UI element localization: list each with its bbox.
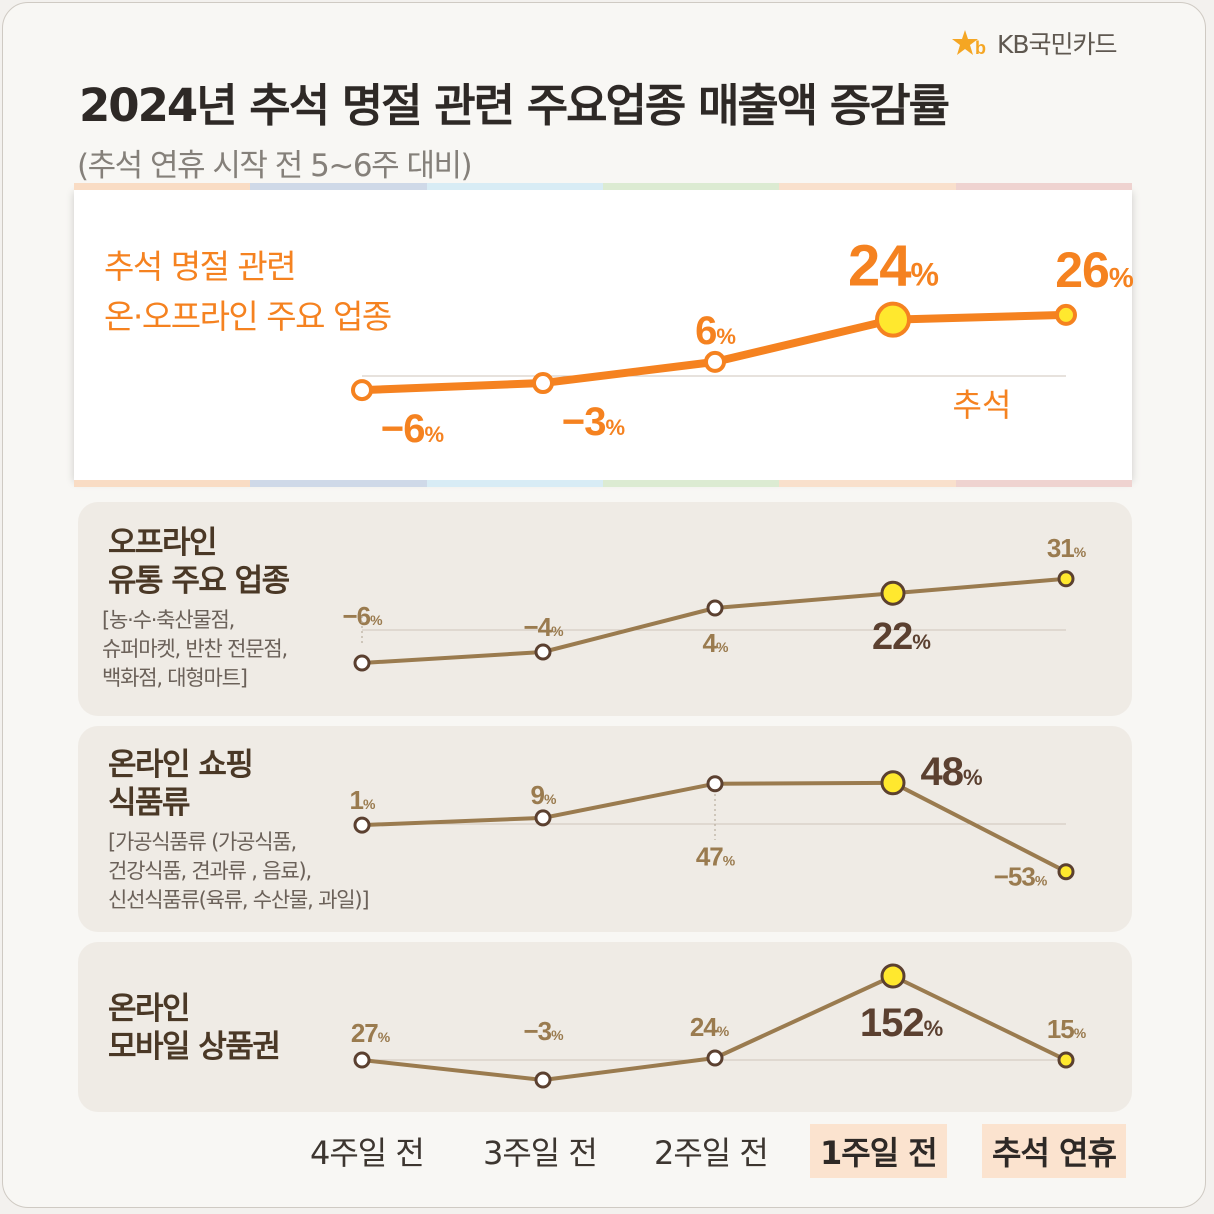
panel-offline-title-line1: 오프라인 <box>108 525 218 561</box>
x-label-holiday: 추석 연휴 <box>982 1124 1126 1178</box>
panel-online-food: 온라인 쇼핑 식품류 [가공식품류 (가공식품, 건강식품, 견과류 , 음료)… <box>78 726 1132 932</box>
panel-food-title: 온라인 쇼핑 식품류 <box>108 746 254 822</box>
x-label-week4: 4주일 전 <box>310 1134 425 1172</box>
page-title: 2024년 추석 명절 관련 주요업종 매출액 증감률 <box>79 79 950 132</box>
x-label-week2: 2주일 전 <box>654 1134 769 1172</box>
star-icon: b <box>952 30 986 58</box>
panel-offline-desc-line1: [농·수·축산물점, <box>102 608 235 632</box>
panel-food-desc-line3: 신선식품류(육류, 수산물, 과일)] <box>108 888 370 912</box>
panel-offline: 오프라인 유통 주요 업종 [농·수·축산물점, 슈퍼마켓, 반찬 전문점, 백… <box>78 502 1132 716</box>
panel-offline-title: 오프라인 유통 주요 업종 <box>108 524 290 600</box>
panel-food-desc-line2: 건강식품, 견과류 , 음료), <box>108 859 312 883</box>
panel-offline-desc-line3: 백화점, 대형마트] <box>102 666 248 690</box>
panel-mobile-title-line1: 온라인 <box>108 991 191 1027</box>
panel-food-desc-line1: [가공식품류 (가공식품, <box>108 830 297 854</box>
panel-overall-title: 추석 명절 관련 온·오프라인 주요 업종 <box>104 242 392 342</box>
panel-mobile-title: 온라인 모바일 상품권 <box>108 990 281 1066</box>
color-strip-bottom <box>74 480 1132 487</box>
brand-name: KB국민카드 <box>997 30 1118 59</box>
panel-mobile-voucher: 온라인 모바일 상품권 <box>78 942 1132 1112</box>
panel-overall-title-line1: 추석 명절 관련 <box>104 247 297 286</box>
x-label-week1: 1주일 전 <box>810 1124 947 1178</box>
page-subtitle: (추석 연휴 시작 전 5~6주 대비) <box>77 148 473 184</box>
panel-food-desc: [가공식품류 (가공식품, 건강식품, 견과류 , 음료), 신선식품류(육류,… <box>108 828 370 915</box>
color-strip-top <box>74 183 1132 190</box>
panel-offline-desc: [농·수·축산물점, 슈퍼마켓, 반찬 전문점, 백화점, 대형마트] <box>102 606 288 693</box>
panel-food-title-line2: 식품류 <box>108 785 191 821</box>
svg-text:b: b <box>975 38 986 58</box>
panel-offline-desc-line2: 슈퍼마켓, 반찬 전문점, <box>102 637 288 661</box>
panel-offline-title-line2: 유통 주요 업종 <box>108 563 290 599</box>
panel-mobile-title-line2: 모바일 상품권 <box>108 1029 281 1065</box>
x-label-week3: 3주일 전 <box>483 1134 598 1172</box>
panel-overall-title-line2: 온·오프라인 주요 업종 <box>104 297 392 336</box>
panel-overall: 추석 명절 관련 온·오프라인 주요 업종 <box>74 183 1132 487</box>
panel-food-title-line1: 온라인 쇼핑 <box>108 747 254 783</box>
brand-logo: b KB국민카드 <box>951 25 1118 61</box>
